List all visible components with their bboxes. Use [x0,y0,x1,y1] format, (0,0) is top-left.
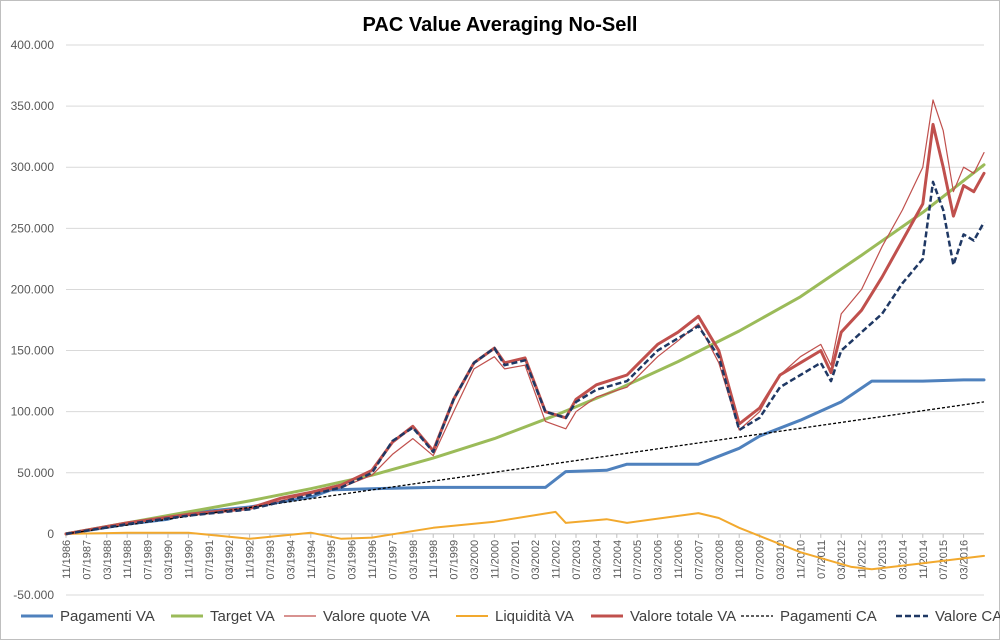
y-tick-label: 100.000 [11,405,55,419]
x-tick-label: 07/2007 [693,540,705,580]
x-tick-label: 03/1988 [102,540,114,580]
series-lines [64,99,986,571]
y-tick-label: 200.000 [11,282,55,296]
legend-swatch [284,615,316,617]
x-axis-tick-labels: 11/1986 07/1987 03/1988 11/1988 07/1989 03/19… [61,533,971,580]
x-tick-label: 07/1991 [204,540,216,580]
x-tick-label: 03/2012 [836,540,848,580]
legend-label: Valore totale VA [630,607,737,625]
x-tick-label: 07/1995 [326,540,338,580]
legend-label: Valore CA [935,607,1000,625]
legend-swatch [896,614,928,618]
x-tick-label: 03/2004 [591,540,603,580]
x-tick-label: 07/2001 [510,540,522,580]
series-line-liquidit-va [65,510,985,571]
legend-swatch [591,614,623,618]
chart-title: PAC Value Averaging No-Sell [362,14,638,36]
x-tick-label: 07/1989 [143,540,155,580]
x-tick-label: 03/1994 [285,540,297,580]
y-tick-label: 50.000 [17,466,54,480]
series-line-target-va [64,163,986,536]
legend-item: Valore totale VA [590,604,736,628]
y-axis-tick-labels: 400.000 350.000 300.000 250.000 200.000 150.0… [11,38,55,602]
y-tick-label: 300.000 [11,160,55,174]
legend-item: Pagamenti CA [740,604,877,628]
x-tick-label: 03/2016 [959,540,971,580]
x-tick-label: 03/2010 [775,540,787,580]
x-tick-label: 11/1992 [245,540,257,579]
x-tick-label: 07/1993 [265,540,277,580]
legend-item: Valore quote VA [283,604,430,628]
legend-swatch [741,615,773,617]
x-tick-label: 03/1990 [163,540,175,580]
x-tick-label: 11/1996 [367,540,379,579]
x-tick-label: 03/1996 [347,540,359,580]
x-tick-label: 11/2004 [612,540,624,579]
y-tick-label: -50.000 [13,588,54,602]
series-line-valore-ca [65,180,986,536]
legend-item: Target VA [170,604,275,628]
x-tick-label: 11/2006 [673,540,685,579]
legend-item: Valore CA [895,604,1000,628]
x-tick-label: 07/2003 [571,540,583,580]
legend-label: Target VA [210,607,275,625]
x-tick-label: 11/1988 [122,540,134,579]
x-tick-label: 03/1998 [408,540,420,580]
x-tick-label: 11/2010 [795,540,807,579]
y-tick-label: 400.000 [11,38,55,52]
legend-label: Valore quote VA [323,607,431,625]
x-tick-label: 07/2009 [755,540,767,580]
x-tick-label: 03/1992 [224,540,236,580]
x-tick-label: 11/1990 [183,540,195,579]
legend-label: Pagamenti CA [780,607,877,625]
x-tick-label: 11/2012 [857,540,869,579]
x-tick-label: 03/2006 [653,540,665,580]
legend-swatch [456,615,488,617]
x-tick-label: 03/2002 [530,540,542,580]
legend-item: Liquidità VA [455,604,574,628]
x-tick-label: 11/2008 [734,540,746,579]
legend-label: Pagamenti VA [60,607,155,625]
x-tick-label: 07/1999 [449,540,461,580]
series-line-valore-totale-va [64,122,986,536]
series-line-pagamenti-va [64,378,986,536]
y-tick-label: 350.000 [11,99,55,113]
x-tick-label: 11/1986 [61,540,73,579]
x-tick-label: 03/2008 [714,540,726,580]
x-tick-label: 11/1994 [306,540,318,579]
chart-legend: Pagamenti VA Target VA Valore quote VA Liqu… [0,604,1000,628]
x-tick-label: 07/1997 [387,540,399,580]
x-tick-label: 03/2014 [897,540,909,580]
x-tick-label: 11/2000 [489,540,501,579]
legend-swatch [171,614,203,618]
series-line-valore-quote-va [65,99,985,535]
legend-label: Liquidità VA [495,607,574,625]
x-tick-label: 07/2005 [632,540,644,580]
legend-item: Pagamenti VA [20,604,155,628]
gridlines [66,44,984,596]
legend-swatch [21,614,53,618]
series-line-pagamenti-ca [65,401,985,535]
x-tick-label: 11/2002 [551,540,563,579]
x-tick-label: 07/1987 [81,540,93,580]
y-tick-label: 0 [47,527,54,541]
x-tick-label: 11/2014 [918,540,930,579]
x-tick-label: 07/2013 [877,540,889,580]
y-tick-label: 150.000 [11,344,55,358]
x-tick-label: 03/2000 [469,540,481,580]
y-tick-label: 250.000 [11,221,55,235]
x-tick-label: 11/1998 [428,540,440,579]
